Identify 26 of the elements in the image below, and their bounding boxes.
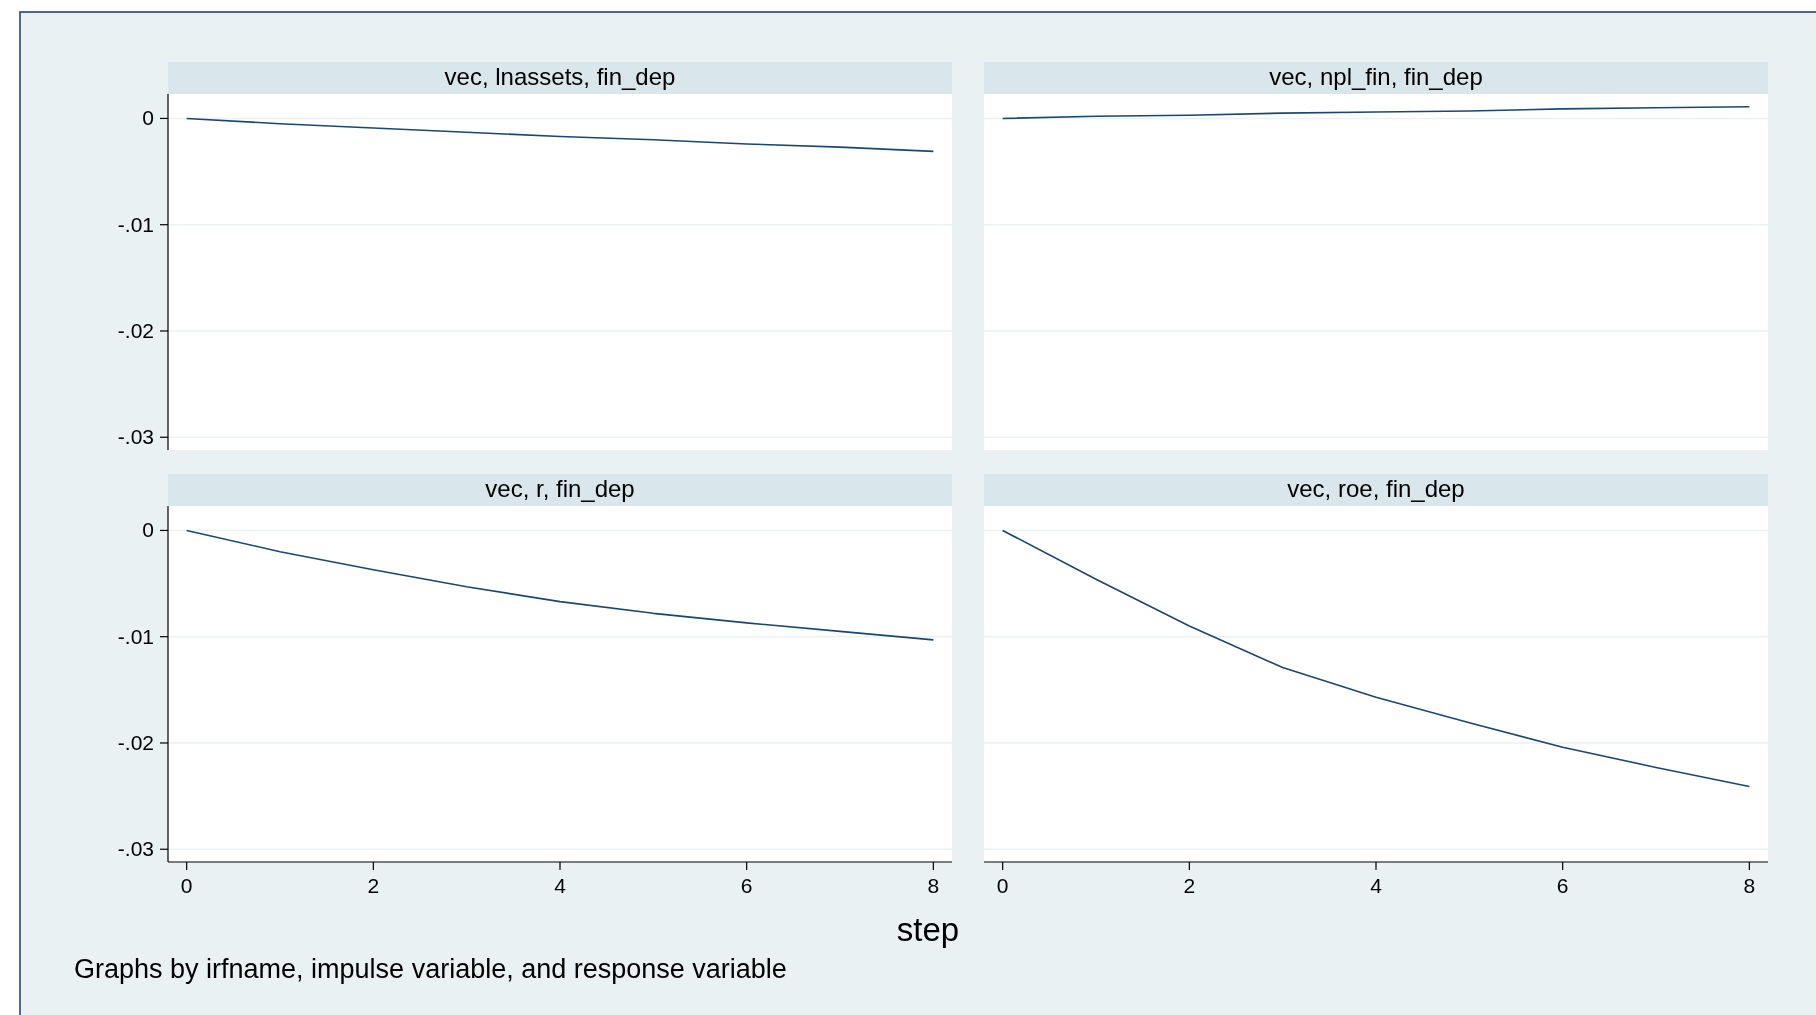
x-tick-label: 2 bbox=[1183, 874, 1196, 897]
y-tick-label: -.03 bbox=[117, 837, 154, 861]
x-tick-label: 2 bbox=[367, 874, 380, 897]
x-tick-label: 8 bbox=[1743, 874, 1756, 897]
x-tick-label: 0 bbox=[180, 874, 193, 897]
y-tick-label: 0 bbox=[142, 518, 154, 542]
line-series bbox=[185, 117, 935, 153]
x-tick-label: 0 bbox=[996, 874, 1009, 897]
x-tick-label: 6 bbox=[740, 874, 753, 897]
chart-title: vec, lnassets, fin_dep bbox=[444, 63, 676, 90]
chart-title: vec, r, fin_dep bbox=[485, 475, 635, 502]
x-tick-label: 6 bbox=[1556, 874, 1569, 897]
y-tick-label: -.01 bbox=[117, 624, 154, 648]
line-series bbox=[185, 529, 935, 641]
x-axis-title: step bbox=[896, 911, 960, 948]
chart-title: vec, npl_fin, fin_dep bbox=[1269, 63, 1483, 90]
x-tick-label: 4 bbox=[554, 874, 567, 897]
y-tick-label: -.03 bbox=[117, 425, 154, 449]
y-tick-label: -.01 bbox=[117, 212, 154, 236]
x-tick-label: 4 bbox=[1370, 874, 1383, 897]
y-tick-label: 0 bbox=[142, 106, 154, 130]
y-tick-label: -.02 bbox=[117, 730, 154, 754]
x-tick-label: 8 bbox=[927, 874, 940, 897]
chart-title: vec, roe, fin_dep bbox=[1287, 475, 1465, 502]
y-tick-label: -.02 bbox=[117, 318, 154, 342]
text: Graphs by irfname, impulse variable, and response variable bbox=[74, 954, 787, 984]
